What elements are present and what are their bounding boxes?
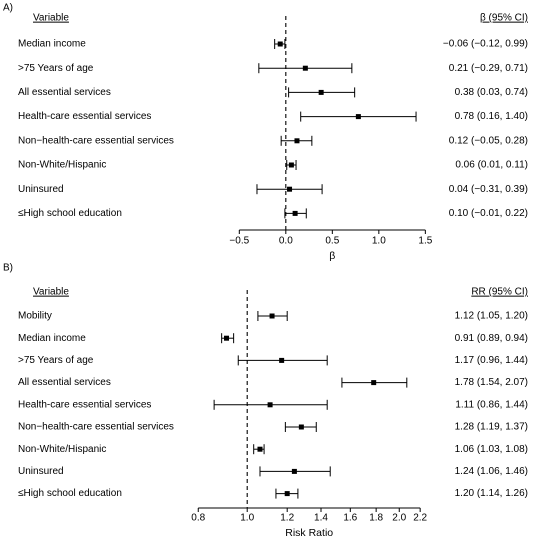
table-row: Health-care essential services 0.78 (0.16… bbox=[18, 111, 528, 122]
row-estimate-text: 0.21 (−0.29, 0.71) bbox=[449, 63, 528, 74]
panel-a: A) Variable β (95% CI) Median income −0.06 (… bbox=[3, 3, 528, 262]
row-estimate-text: 1.17 (0.96, 1.44) bbox=[455, 355, 528, 366]
table-row: Non−health-care essential services 1.28 (… bbox=[18, 422, 528, 433]
point-estimate bbox=[269, 313, 275, 319]
variable-column-header: Variable bbox=[33, 13, 69, 24]
x-tick-label: 1.2 bbox=[280, 513, 294, 524]
row-estimate-text: 1.28 (1.19, 1.37) bbox=[455, 422, 528, 433]
x-axis-label: β bbox=[329, 250, 335, 262]
estimate-column-header: β (95% CI) bbox=[480, 13, 528, 24]
x-tick-label: 0.8 bbox=[191, 513, 205, 524]
table-row: >75 Years of age 0.21 (−0.29, 0.71) bbox=[18, 63, 528, 74]
table-row: >75 Years of age 1.17 (0.96, 1.44) bbox=[18, 355, 528, 366]
point-estimate bbox=[355, 114, 361, 120]
row-estimate-text: 0.91 (0.89, 0.94) bbox=[455, 333, 528, 344]
row-estimate-text: 0.10 (−0.01, 0.22) bbox=[449, 208, 528, 219]
table-row: Median income −0.06 (−0.12, 0.99) bbox=[18, 39, 528, 50]
row-estimate-text: 1.24 (1.06, 1.46) bbox=[455, 466, 528, 477]
row-estimate-text: 0.12 (−0.05, 0.28) bbox=[449, 135, 528, 146]
point-estimate bbox=[318, 89, 324, 95]
row-estimate-text: 1.06 (1.03, 1.08) bbox=[455, 444, 528, 455]
row-label: Health-care essential services bbox=[18, 399, 151, 410]
table-row: Mobility 1.12 (1.05, 1.20) bbox=[18, 311, 528, 322]
panel-label: A) bbox=[3, 3, 13, 14]
row-estimate-text: 0.78 (0.16, 1.40) bbox=[455, 111, 528, 122]
point-estimate bbox=[277, 41, 283, 47]
panel-b: B) Variable RR (95% CI) Mobility 1.12 (1.05,… bbox=[3, 263, 528, 539]
row-label: >75 Years of age bbox=[18, 63, 94, 74]
row-label: All essential services bbox=[18, 377, 111, 388]
point-estimate bbox=[279, 357, 285, 363]
point-estimate bbox=[291, 468, 297, 474]
row-label: Median income bbox=[18, 39, 86, 50]
x-tick-label: 1.5 bbox=[418, 236, 432, 247]
point-estimate bbox=[284, 491, 290, 497]
row-label: Uninsured bbox=[18, 184, 64, 195]
panel-label: B) bbox=[3, 263, 13, 274]
row-label: Uninsured bbox=[18, 466, 64, 477]
row-label: All essential services bbox=[18, 87, 111, 98]
point-estimate bbox=[292, 210, 298, 216]
table-row: All essential services 1.78 (1.54, 2.07) bbox=[18, 377, 528, 388]
row-label: Mobility bbox=[18, 311, 52, 322]
row-label: Health-care essential services bbox=[18, 111, 151, 122]
x-tick-label: 1.8 bbox=[369, 513, 383, 524]
point-estimate bbox=[302, 65, 308, 71]
point-estimate bbox=[224, 335, 230, 341]
table-row: ≤High school education 1.20 (1.14, 1.26) bbox=[18, 488, 528, 499]
x-tick-label: 2.2 bbox=[413, 513, 427, 524]
row-label: Non−health-care essential services bbox=[18, 135, 174, 146]
table-row: Health-care essential services 1.11 (0.86… bbox=[18, 399, 528, 410]
x-tick-label: 2.0 bbox=[392, 513, 406, 524]
table-row: Non-White/Hispanic 1.06 (1.03, 1.08) bbox=[18, 444, 528, 455]
point-estimate bbox=[267, 402, 273, 408]
x-axis-label: Risk Ratio bbox=[285, 527, 333, 539]
row-estimate-text: 1.12 (1.05, 1.20) bbox=[455, 311, 528, 322]
table-row: Uninsured 1.24 (1.06, 1.46) bbox=[18, 466, 528, 477]
point-estimate bbox=[287, 186, 293, 192]
variable-column-header: Variable bbox=[33, 287, 69, 298]
row-estimate-text: −0.06 (−0.12, 0.99) bbox=[443, 39, 528, 50]
table-row: All essential services 0.38 (0.03, 0.74) bbox=[18, 87, 528, 98]
row-estimate-text: 0.38 (0.03, 0.74) bbox=[455, 87, 528, 98]
x-tick-label: 0.5 bbox=[325, 236, 339, 247]
row-estimate-text: 0.04 (−0.31, 0.39) bbox=[449, 184, 528, 195]
estimate-column-header: RR (95% CI) bbox=[471, 287, 528, 298]
x-tick-label: 1.0 bbox=[240, 513, 254, 524]
x-tick-label: 0.0 bbox=[279, 236, 293, 247]
row-estimate-text: 1.78 (1.54, 2.07) bbox=[455, 377, 528, 388]
row-estimate-text: 1.11 (0.86, 1.44) bbox=[455, 399, 528, 410]
row-label: Non-White/Hispanic bbox=[18, 160, 106, 171]
table-row: Median income 0.91 (0.89, 0.94) bbox=[18, 333, 528, 344]
x-tick-label: −0.5 bbox=[229, 236, 249, 247]
point-estimate bbox=[288, 162, 294, 168]
row-label: >75 Years of age bbox=[18, 355, 94, 366]
point-estimate bbox=[294, 138, 300, 144]
row-label: ≤High school education bbox=[18, 208, 122, 219]
row-label: Median income bbox=[18, 333, 86, 344]
row-estimate-text: 0.06 (0.01, 0.11) bbox=[455, 160, 528, 171]
row-label: Non−health-care essential services bbox=[18, 422, 174, 433]
point-estimate bbox=[298, 424, 304, 430]
x-tick-label: 1.0 bbox=[372, 236, 386, 247]
table-row: Non-White/Hispanic 0.06 (0.01, 0.11) bbox=[18, 160, 528, 171]
row-label: Non-White/Hispanic bbox=[18, 444, 106, 455]
x-tick-label: 1.4 bbox=[314, 513, 328, 524]
row-label: ≤High school education bbox=[18, 488, 122, 499]
table-row: ≤High school education 0.10 (−0.01, 0.22) bbox=[18, 208, 528, 219]
table-row: Uninsured 0.04 (−0.31, 0.39) bbox=[18, 184, 528, 195]
table-row: Non−health-care essential services 0.12 (… bbox=[18, 135, 528, 146]
row-estimate-text: 1.20 (1.14, 1.26) bbox=[455, 488, 528, 499]
x-tick-label: 1.6 bbox=[343, 513, 357, 524]
point-estimate bbox=[371, 380, 377, 386]
point-estimate bbox=[257, 446, 263, 452]
